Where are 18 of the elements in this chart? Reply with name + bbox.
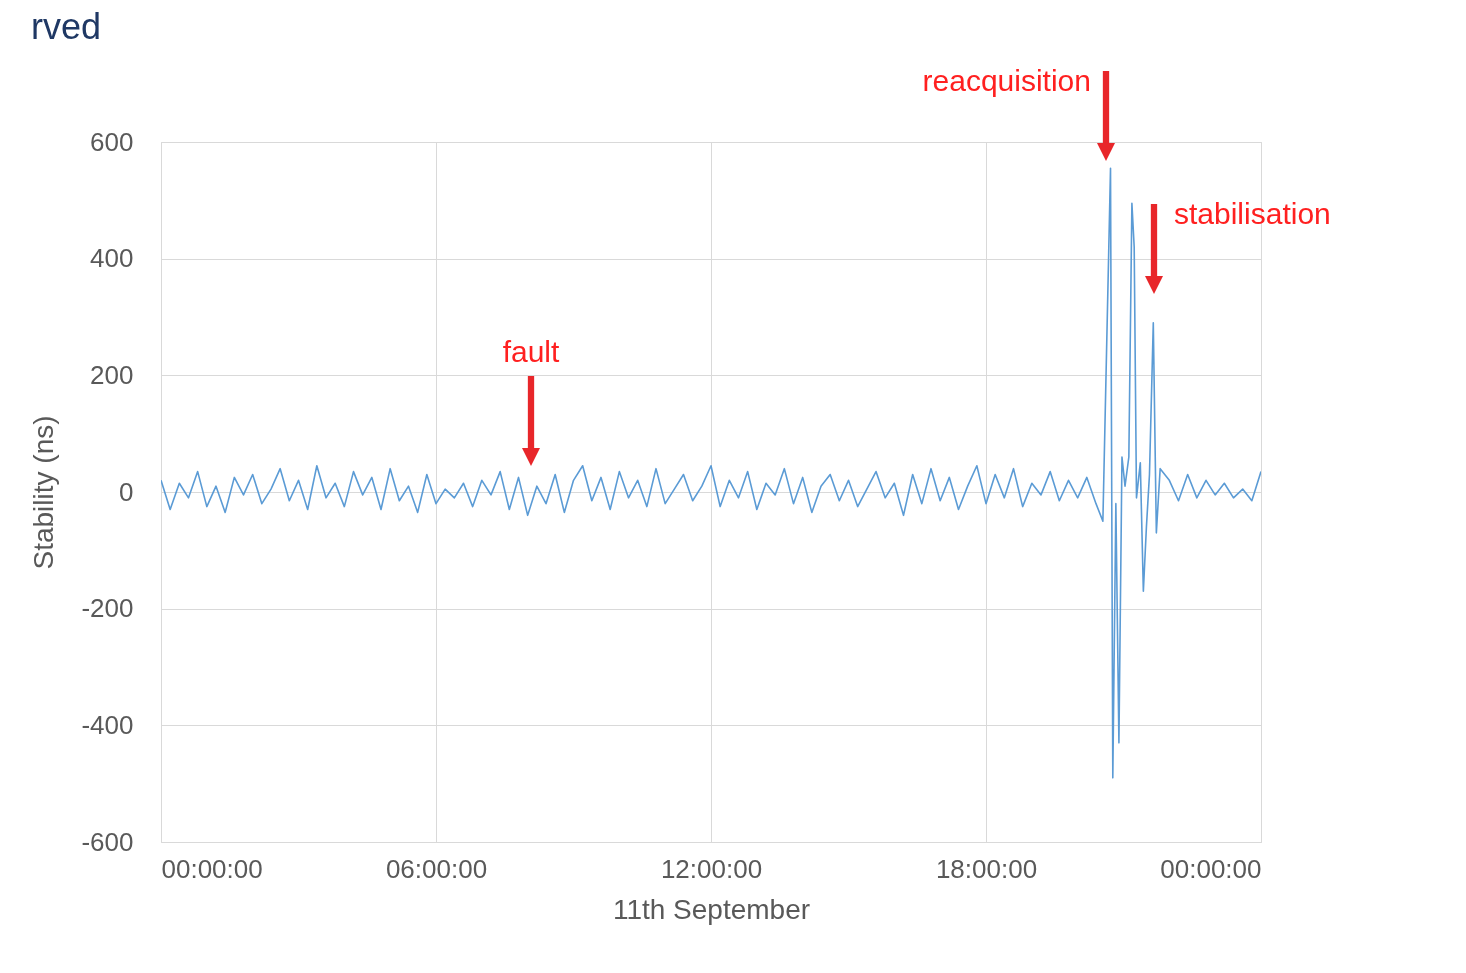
- x-axis-title: 11th September: [612, 893, 811, 925]
- text: reacquisition: [922, 64, 1091, 97]
- y-tick-label: -600: [81, 826, 134, 857]
- y-tick-label: 0: [119, 476, 134, 507]
- annotation: fault: [502, 335, 561, 368]
- x-tick-label: 06:00:00: [385, 853, 488, 884]
- y-tick-label: 400: [90, 243, 134, 274]
- x-tick-label: 12:00:00: [660, 853, 763, 884]
- y-tick-label: 200: [90, 359, 134, 390]
- y-tick-label: 600: [90, 126, 134, 157]
- y-tick-label: -400: [81, 709, 134, 740]
- chart-title: rved: [30, 6, 101, 47]
- x-tick-label: 00:00:00: [1160, 853, 1262, 884]
- y-axis-title: Stability (ns): [28, 415, 60, 570]
- y-tick-label: -200: [81, 593, 134, 624]
- x-tick-label: 00:00:00: [161, 853, 263, 884]
- annotation: stabilisation: [1174, 197, 1331, 230]
- x-tick-label: 18:00:00: [935, 853, 1038, 884]
